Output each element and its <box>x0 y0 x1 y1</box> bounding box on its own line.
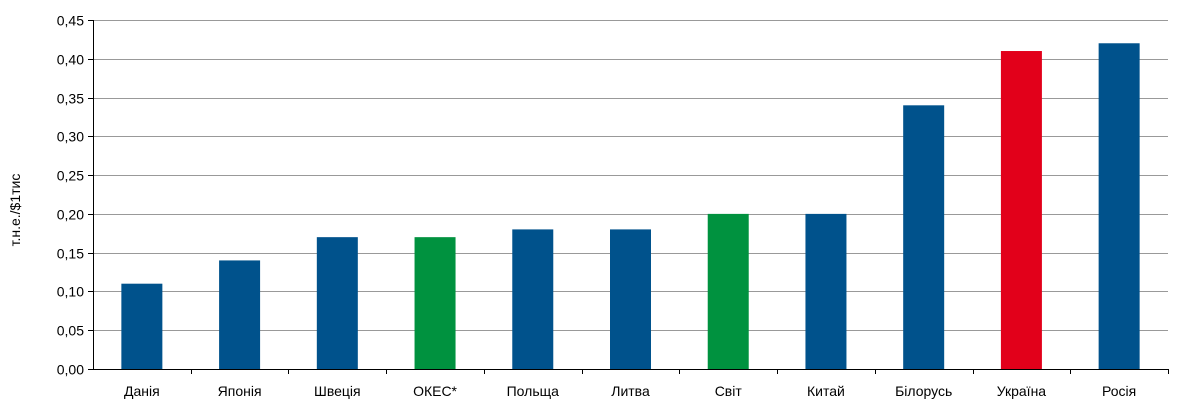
x-category-label: Швеція <box>314 383 361 399</box>
bar <box>121 283 163 369</box>
x-category-label: Китай <box>807 383 845 399</box>
bars <box>121 43 1140 370</box>
x-category-label: Литва <box>611 383 650 399</box>
y-tick-label: 0,10 <box>57 284 84 300</box>
x-category-label: Данія <box>124 383 160 399</box>
x-category-labels: Данія Японія Швеція ОКЕС* Польща Литва Світ Кит… <box>124 383 1136 399</box>
bar <box>414 237 456 369</box>
y-tick-label: 0,05 <box>57 323 84 339</box>
x-category-label: Білорусь <box>895 383 952 399</box>
y-tick-label: 0,15 <box>57 246 84 262</box>
bar <box>903 105 945 370</box>
bar <box>316 237 358 369</box>
y-tick-label: 0,40 <box>57 52 84 68</box>
bar <box>1098 43 1140 370</box>
y-axis-title: т.н.е./$1тис <box>7 174 23 247</box>
y-tick-label: 0,25 <box>57 168 84 184</box>
x-category-label: Японія <box>218 383 262 399</box>
y-tick-labels: 0,00 0,05 0,10 0,15 0,20 0,25 0,30 0,35 0,40 0,45 <box>57 13 84 378</box>
y-tick-label: 0,30 <box>57 129 84 145</box>
bar <box>707 213 749 369</box>
y-tick-label: 0,45 <box>57 13 84 29</box>
bar <box>219 260 261 369</box>
x-category-label: Світ <box>715 383 743 399</box>
y-tick-label: 0,35 <box>57 91 84 107</box>
y-tick-label: 0,20 <box>57 207 84 223</box>
bar <box>610 229 651 369</box>
grid-lines <box>93 20 1168 331</box>
x-category-label: ОКЕС* <box>413 383 457 399</box>
x-category-label: Польща <box>507 383 560 399</box>
bar <box>512 229 554 369</box>
bar <box>1000 51 1042 370</box>
axes <box>88 20 1169 374</box>
bar <box>805 213 847 369</box>
x-category-label: Україна <box>997 383 1047 399</box>
y-tick-label: 0,00 <box>57 362 84 378</box>
x-category-label: Росія <box>1102 383 1136 399</box>
